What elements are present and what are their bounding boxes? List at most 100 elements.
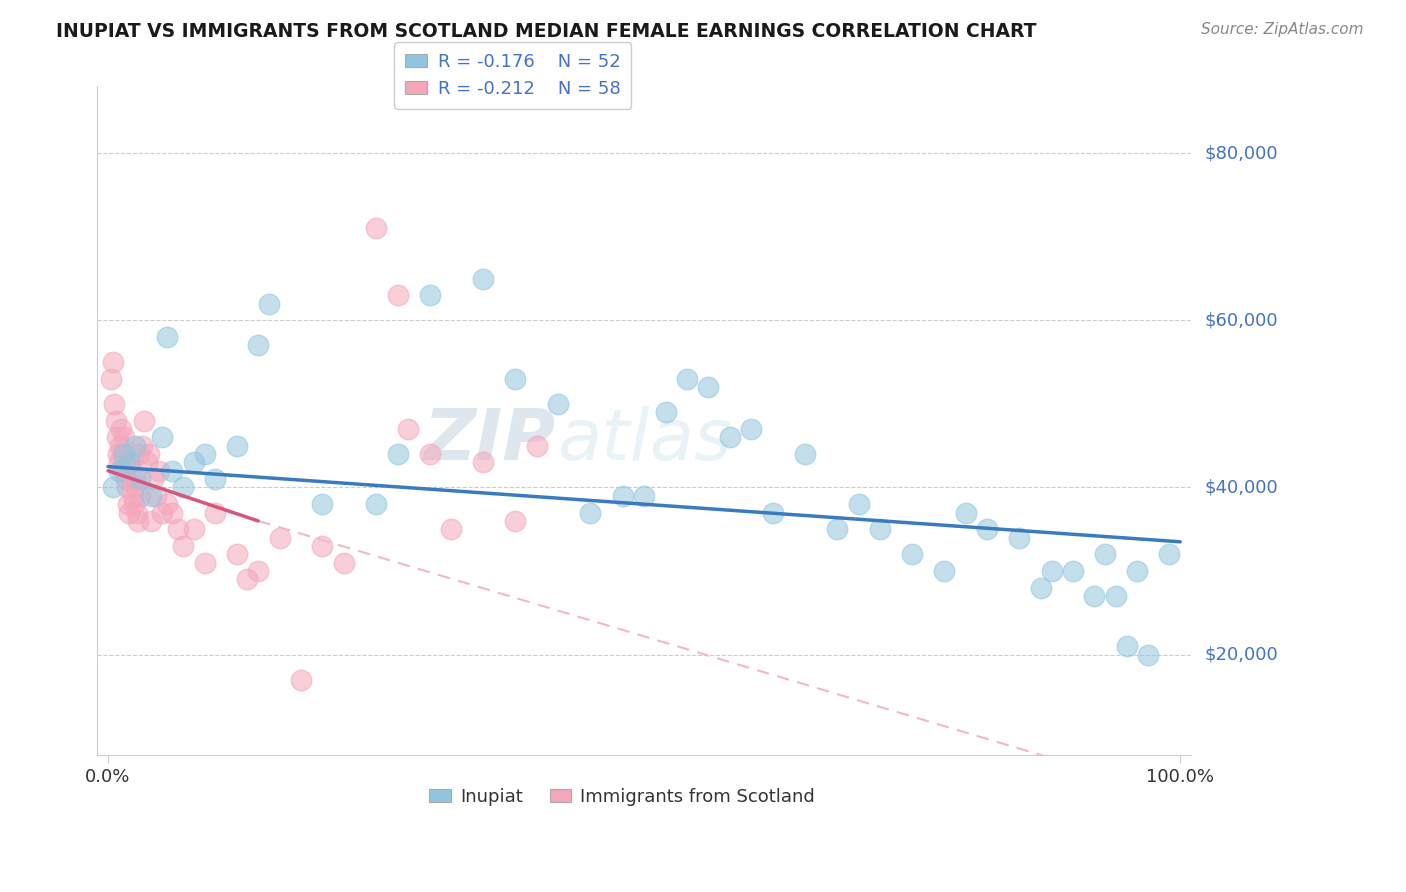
Point [121, 489, 143, 503]
Point [112, 464, 135, 478]
Point [111, 447, 134, 461]
Point [120, 455, 142, 469]
Point [103, 355, 125, 369]
Point [122, 497, 145, 511]
Point [612, 489, 634, 503]
Point [118, 455, 141, 469]
Point [257, 296, 280, 310]
Point [247, 564, 270, 578]
Point [976, 522, 998, 536]
Point [1136, 648, 1159, 662]
Point [129, 489, 152, 503]
Point [125, 506, 148, 520]
Point [112, 447, 135, 461]
Point [526, 439, 548, 453]
Point [1094, 547, 1116, 561]
Point [1029, 581, 1052, 595]
Point [121, 472, 143, 486]
Point [825, 522, 848, 536]
Point [183, 455, 205, 469]
Point [793, 447, 815, 461]
Point [1126, 564, 1149, 578]
Point [387, 288, 409, 302]
Point [117, 497, 139, 511]
Text: Source: ZipAtlas.com: Source: ZipAtlas.com [1201, 22, 1364, 37]
Point [183, 522, 205, 536]
Point [204, 506, 226, 520]
Point [1159, 547, 1181, 561]
Point [150, 506, 173, 520]
Text: atlas: atlas [557, 406, 731, 475]
Point [247, 338, 270, 352]
Point [1040, 564, 1063, 578]
Point [740, 422, 762, 436]
Point [108, 439, 131, 453]
Point [124, 472, 146, 486]
Point [547, 397, 569, 411]
Point [333, 556, 356, 570]
Point [1115, 640, 1137, 654]
Point [107, 447, 129, 461]
Point [150, 430, 173, 444]
Point [934, 564, 956, 578]
Text: $80,000: $80,000 [1205, 145, 1278, 162]
Point [505, 514, 527, 528]
Point [110, 422, 132, 436]
Point [505, 372, 527, 386]
Text: ZIP: ZIP [425, 406, 557, 475]
Point [579, 506, 602, 520]
Point [135, 455, 157, 469]
Point [134, 414, 156, 428]
Legend: Inupiat, Immigrants from Scotland: Inupiat, Immigrants from Scotland [422, 780, 823, 813]
Point [127, 514, 149, 528]
Point [114, 455, 136, 469]
Point [107, 464, 129, 478]
Point [225, 439, 247, 453]
Point [125, 481, 148, 495]
Point [131, 439, 153, 453]
Point [1105, 589, 1128, 603]
Point [472, 271, 495, 285]
Point [156, 497, 179, 511]
Point [676, 372, 699, 386]
Point [869, 522, 891, 536]
Point [848, 497, 870, 511]
Point [955, 506, 977, 520]
Point [1062, 564, 1084, 578]
Point [419, 447, 441, 461]
Point [290, 673, 312, 687]
Point [148, 464, 170, 478]
Point [156, 330, 179, 344]
Point [115, 472, 138, 486]
Point [103, 397, 125, 411]
Point [172, 539, 194, 553]
Point [117, 481, 139, 495]
Point [139, 514, 162, 528]
Point [1083, 589, 1105, 603]
Point [124, 439, 146, 453]
Point [419, 288, 441, 302]
Point [107, 455, 129, 469]
Point [472, 455, 495, 469]
Point [396, 422, 419, 436]
Point [103, 481, 125, 495]
Text: $60,000: $60,000 [1205, 311, 1278, 329]
Point [269, 531, 291, 545]
Point [440, 522, 463, 536]
Point [118, 506, 141, 520]
Point [901, 547, 924, 561]
Point [162, 464, 184, 478]
Point [311, 539, 333, 553]
Point [697, 380, 720, 394]
Point [142, 472, 165, 486]
Point [236, 573, 259, 587]
Point [364, 221, 387, 235]
Point [166, 522, 188, 536]
Text: $40,000: $40,000 [1205, 478, 1278, 497]
Point [138, 447, 160, 461]
Point [129, 472, 152, 486]
Point [193, 556, 215, 570]
Point [145, 489, 167, 503]
Point [387, 447, 409, 461]
Point [193, 447, 215, 461]
